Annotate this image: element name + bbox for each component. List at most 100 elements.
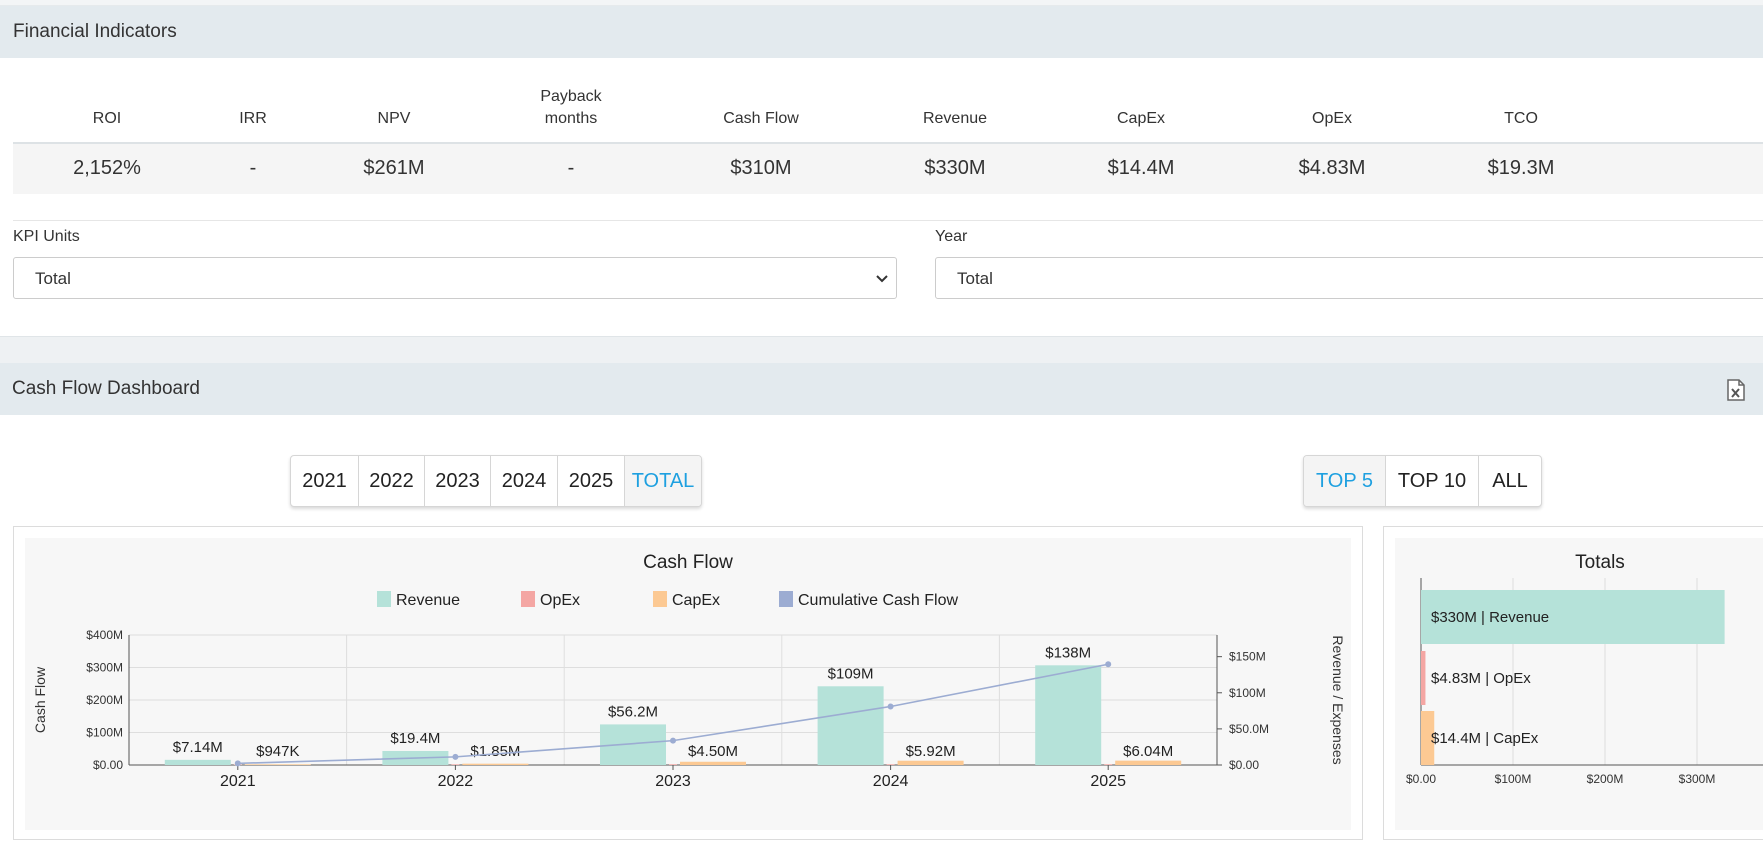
data-label-capex: $6.04M bbox=[1123, 743, 1173, 760]
kpi-label-cash-flow: Cash Flow bbox=[723, 110, 799, 127]
legend-swatch-1 bbox=[521, 591, 535, 607]
legend-label: CapEx bbox=[672, 592, 720, 609]
bar-capex bbox=[462, 763, 529, 765]
bar-opex bbox=[1421, 651, 1426, 705]
bar-capex bbox=[680, 761, 746, 765]
financial-indicators-header: Financial Indicators bbox=[0, 6, 1763, 58]
year-button-total[interactable]: TOTAL bbox=[625, 456, 701, 506]
kpi-value-tco: $19.3M bbox=[1487, 157, 1555, 179]
kpi-label-capex: CapEx bbox=[1116, 110, 1166, 127]
top-strip bbox=[0, 0, 1763, 6]
year-button-2024[interactable]: 2024 bbox=[491, 456, 558, 506]
legend-label: Revenue bbox=[396, 592, 460, 609]
x-tick-label: $0.00 bbox=[1406, 772, 1436, 786]
y-axis-title-right: Revenue / Expenses bbox=[1330, 635, 1346, 764]
x-tick-label: 2024 bbox=[873, 773, 909, 790]
legend-label: Cumulative Cash Flow bbox=[798, 592, 959, 609]
kpi-label-irr: IRR bbox=[239, 110, 267, 127]
kpi-value-npv: $261M bbox=[363, 157, 425, 179]
filter-button-top-5[interactable]: TOP 5 bbox=[1304, 456, 1386, 506]
year-button-2023[interactable]: 2023 bbox=[425, 456, 491, 506]
bar-capex bbox=[1115, 760, 1182, 765]
x-tick-label: 2021 bbox=[220, 773, 256, 790]
kpi-units-value: Total bbox=[35, 269, 71, 288]
data-label-capex: $1.85M bbox=[470, 743, 520, 760]
bar-label-opex: $4.83M | OpEx bbox=[1431, 670, 1531, 687]
chart-title: Cash Flow bbox=[643, 552, 733, 573]
kpi-label-revenue: Revenue bbox=[922, 110, 988, 127]
y-tick-left: $400M bbox=[86, 628, 123, 642]
data-label-revenue: $109M bbox=[828, 665, 874, 682]
data-label-revenue: $7.14M bbox=[173, 739, 223, 756]
legend-label: OpEx bbox=[540, 592, 580, 609]
year-button-group: 2021 2022 2023 2024 2025 TOTAL bbox=[290, 455, 702, 507]
y-tick-right: $0.00 bbox=[1229, 758, 1259, 772]
kpi-units-label: KPI Units bbox=[13, 228, 80, 245]
x-tick-label: 2023 bbox=[655, 773, 691, 790]
chevron-down-icon bbox=[876, 275, 888, 283]
year-value: Total bbox=[957, 269, 993, 288]
point-cumulative-cash-flow bbox=[452, 753, 459, 760]
year-button-2025[interactable]: 2025 bbox=[558, 456, 625, 506]
cash-flow-chart-area: Cash Flow Revenue OpEx CapEx Cumulative Cash… bbox=[25, 538, 1351, 830]
bar-opex bbox=[886, 764, 895, 765]
year-select[interactable]: Total bbox=[935, 257, 1763, 299]
bar-label-capex: $14.4M | CapEx bbox=[1431, 730, 1539, 747]
data-label-revenue: $138M bbox=[1045, 644, 1091, 661]
y-tick-left: $100M bbox=[86, 726, 123, 740]
kpi-label-roi: ROI bbox=[92, 110, 122, 127]
y-tick-right: $100M bbox=[1229, 686, 1266, 700]
bar-revenue bbox=[1421, 590, 1725, 644]
bar-opex bbox=[669, 764, 677, 765]
x-tick-label: $200M bbox=[1587, 772, 1624, 786]
cash-flow-dashboard-title: Cash Flow Dashboard bbox=[12, 378, 200, 399]
y-tick-left: $300M bbox=[86, 661, 123, 675]
financial-indicators-title: Financial Indicators bbox=[13, 21, 177, 42]
kpi-units-select[interactable]: Total bbox=[13, 257, 897, 299]
point-cumulative-cash-flow bbox=[234, 760, 241, 767]
x-tick-label: 2025 bbox=[1090, 773, 1126, 790]
section-gap bbox=[0, 336, 1763, 363]
point-cumulative-cash-flow bbox=[887, 703, 894, 710]
data-label-capex: $947K bbox=[256, 743, 299, 760]
bar-opex bbox=[1104, 764, 1113, 765]
kpi-value-capex: $14.4M bbox=[1107, 157, 1175, 179]
bar-revenue bbox=[817, 686, 884, 765]
legend-swatch-2 bbox=[653, 591, 667, 607]
filter-button-all[interactable]: ALL bbox=[1492, 470, 1528, 492]
x-tick-label: 2022 bbox=[438, 773, 474, 790]
bar-revenue bbox=[164, 759, 231, 765]
kpi-value-cash-flow: $310M bbox=[730, 157, 792, 179]
data-label-capex: $4.50M bbox=[688, 743, 738, 760]
totals-chart: Totals $0.00 $100M $200M $300M $330M | Revenu… bbox=[1406, 552, 1763, 786]
divider bbox=[13, 220, 1763, 221]
year-button-2021[interactable]: 2021 bbox=[291, 456, 359, 506]
bar-capex bbox=[1421, 711, 1435, 765]
kpi-label-npv: NPV bbox=[377, 110, 411, 127]
kpi-value-revenue: $330M bbox=[924, 157, 986, 179]
y-tick-right: $150M bbox=[1229, 650, 1266, 664]
y-tick-left: $0.00 bbox=[93, 758, 123, 772]
point-cumulative-cash-flow bbox=[670, 737, 676, 744]
kpi-header-row: ROI IRR NPV Payback months Cash Flow Revenue Ca… bbox=[13, 80, 1763, 144]
kpi-table: ROI IRR NPV Payback months Cash Flow Revenue Ca… bbox=[13, 80, 1763, 194]
y-tick-left: $200M bbox=[86, 693, 123, 707]
excel-export-icon[interactable] bbox=[1727, 379, 1745, 401]
data-label-revenue: $56.2M bbox=[608, 703, 658, 720]
cash-flow-chart-panel: Cash Flow Revenue OpEx CapEx Cumulative Cash… bbox=[13, 526, 1363, 840]
cash-flow-chart: Cash Flow Revenue OpEx CapEx Cumulative Cash… bbox=[32, 552, 1346, 790]
chart-title: Totals bbox=[1575, 552, 1625, 573]
filter-button-top-10[interactable]: TOP 10 bbox=[1386, 456, 1479, 506]
bar-capex bbox=[897, 760, 964, 765]
legend-swatch-0 bbox=[377, 591, 391, 607]
kpi-value-payback-months: - bbox=[567, 157, 575, 179]
bar-capex bbox=[244, 764, 311, 765]
y-tick-right: $50.0M bbox=[1229, 722, 1269, 736]
kpi-value-opex: $4.83M bbox=[1298, 157, 1366, 179]
kpi-label-tco: TCO bbox=[1504, 110, 1538, 127]
bar-opex bbox=[451, 764, 460, 765]
y-axis-title-left: Cash Flow bbox=[32, 666, 48, 733]
kpi-label-payback-months: Payback months bbox=[540, 88, 602, 127]
year-button-2022[interactable]: 2022 bbox=[359, 456, 425, 506]
legend-swatch-3 bbox=[779, 591, 793, 607]
